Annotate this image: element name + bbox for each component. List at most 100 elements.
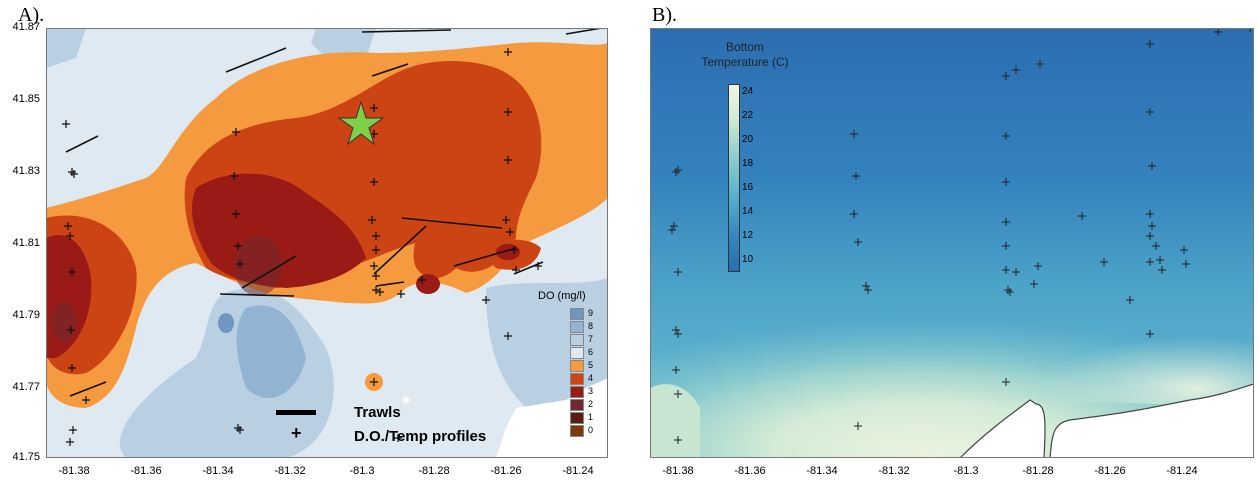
profile-marker <box>504 108 512 116</box>
profile-marker <box>854 422 862 430</box>
profile-marker <box>1180 246 1188 254</box>
profile-marker <box>1002 132 1010 140</box>
profile-marker <box>1158 266 1166 274</box>
a-xtick: -81.28 <box>418 465 450 477</box>
a-legend-swatch <box>570 373 584 385</box>
profile-marker <box>1146 210 1154 218</box>
profile-legend-plus: + <box>291 423 302 443</box>
b-xtick: -81.3 <box>953 465 979 477</box>
profile-marker <box>1146 258 1154 266</box>
profile-marker <box>418 276 426 284</box>
profile-marker <box>1002 378 1010 386</box>
profile-marker <box>1012 268 1020 276</box>
b-legend-label: 18 <box>742 158 754 169</box>
profile-marker <box>1030 280 1038 288</box>
profile-marker <box>64 222 72 230</box>
profile-marker <box>506 228 514 236</box>
profile-marker <box>1002 266 1010 274</box>
b-legend-label: 24 <box>742 86 754 97</box>
b-legend-title-1: Bottom <box>725 40 764 54</box>
profile-marker <box>852 172 860 180</box>
profile-marker <box>1002 218 1010 226</box>
a-legend-label: 9 <box>588 308 594 318</box>
a-legend-label: 4 <box>588 373 594 383</box>
profile-marker <box>67 326 75 334</box>
profile-marker <box>504 48 512 56</box>
profile-marker <box>668 226 676 234</box>
a-legend-label: 3 <box>588 386 594 396</box>
profile-marker <box>534 262 542 270</box>
a-legend-label: 0 <box>588 425 594 435</box>
b-legend-label: 22 <box>742 110 754 121</box>
a-xtick: -81.38 <box>58 465 90 477</box>
a-ytick: 41.79 <box>12 309 40 321</box>
a-xtick: -81.34 <box>202 465 234 477</box>
profile-marker <box>394 434 402 442</box>
panel-b-map <box>650 28 1254 458</box>
a-xtick: -81.26 <box>490 465 522 477</box>
profile-marker <box>82 396 90 404</box>
profile-marker <box>1152 242 1160 250</box>
profile-marker <box>1100 258 1108 266</box>
a-legend-swatch <box>570 321 584 333</box>
a-legend-swatch <box>570 412 584 424</box>
panel-a-frame <box>46 28 608 458</box>
panel-b-frame <box>650 28 1254 458</box>
star-marker <box>337 100 385 146</box>
b-legend-label: 14 <box>742 206 754 217</box>
a-legend-label: 5 <box>588 360 594 370</box>
profile-marker <box>370 262 378 270</box>
profile-marker <box>234 242 242 250</box>
profile-marker <box>372 272 380 280</box>
profile-marker <box>230 172 238 180</box>
a-ytick: 41.85 <box>12 93 40 105</box>
a-xtick: -81.3 <box>349 465 375 477</box>
profile-marker <box>234 424 242 432</box>
panel-a-map <box>46 28 608 458</box>
b-xtick: -81.28 <box>1022 465 1054 477</box>
b-xtick: -81.26 <box>1094 465 1126 477</box>
a-legend-swatch <box>570 334 584 346</box>
panel-a-label: A). <box>18 4 45 26</box>
a-legend-label: 8 <box>588 321 594 331</box>
profile-marker <box>1148 162 1156 170</box>
a-ytick: 41.81 <box>12 237 40 249</box>
profile-marker <box>1148 222 1156 230</box>
a-xtick: -81.36 <box>130 465 162 477</box>
profile-marker <box>1182 260 1190 268</box>
profile-marker <box>370 378 378 386</box>
profile-marker <box>1146 108 1154 116</box>
profile-marker <box>232 128 240 136</box>
b-xtick: -81.34 <box>806 465 838 477</box>
profile-marker <box>66 232 74 240</box>
a-ytick: 41.87 <box>12 21 40 33</box>
a-legend-swatch <box>570 399 584 411</box>
profile-marker <box>862 282 870 290</box>
b-legend-label: 12 <box>742 230 754 241</box>
profile-marker <box>510 246 518 254</box>
profile-marker <box>68 168 76 176</box>
profile-marker <box>232 210 240 218</box>
profile-marker <box>670 222 678 230</box>
profile-marker <box>512 266 520 274</box>
profile-marker <box>368 216 376 224</box>
b-legend-label: 10 <box>742 254 754 265</box>
a-legend-label: 6 <box>588 347 594 357</box>
profile-marker <box>70 170 78 178</box>
profile-marker <box>236 426 244 434</box>
profile-marker <box>1246 28 1254 32</box>
profile-marker <box>1034 262 1042 270</box>
profile-marker <box>850 130 858 138</box>
profile-marker <box>1006 288 1014 296</box>
b-legend-title-2: Temperature (C) <box>701 55 789 69</box>
a-legend-swatch <box>570 425 584 437</box>
b-xtick: -81.24 <box>1166 465 1198 477</box>
profile-marker <box>674 436 682 444</box>
profile-marker <box>1012 66 1020 74</box>
profile-marker <box>674 330 682 338</box>
panel-b-label: B). <box>652 4 677 26</box>
profile-marker <box>854 238 862 246</box>
trawl-legend-line <box>276 410 316 415</box>
profile-marker <box>372 246 380 254</box>
profile-marker <box>372 286 380 294</box>
